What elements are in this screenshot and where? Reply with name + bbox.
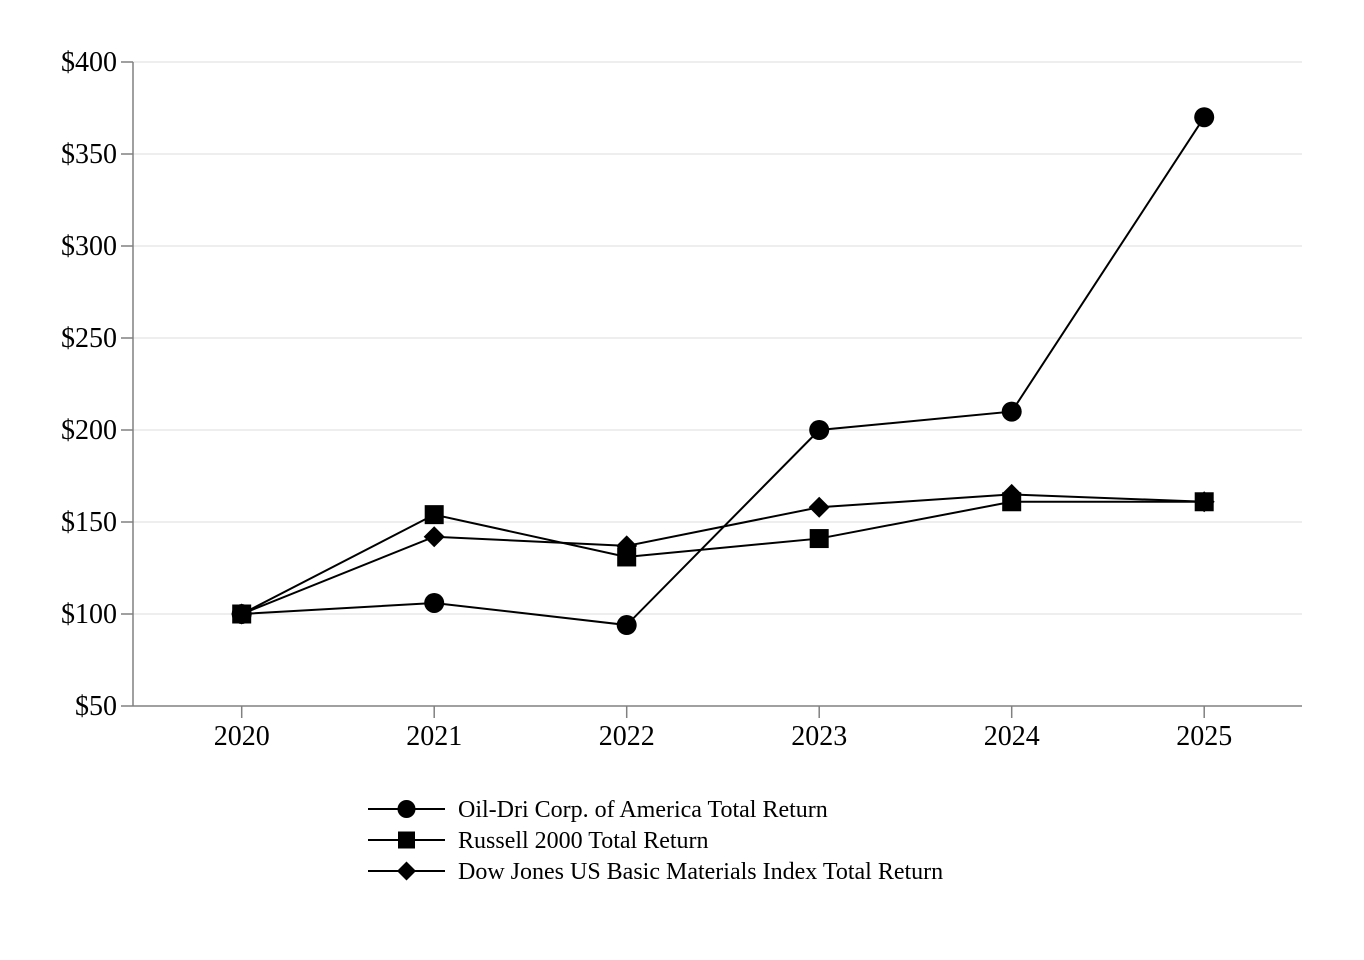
square-data-point-marker	[1002, 492, 1022, 512]
square-data-point-marker	[424, 505, 444, 525]
y-tick-label: $150	[61, 507, 117, 538]
y-tick-label: $300	[61, 231, 117, 262]
legend-label: Russell 2000 Total Return	[458, 828, 709, 854]
y-tick-label: $400	[61, 47, 117, 78]
legend-label: Oil-Dri Corp. of America Total Return	[458, 797, 828, 823]
circle-data-point-marker	[616, 615, 637, 636]
y-tick-label: $350	[61, 139, 117, 170]
x-axis-ticks: 2020 2021 2022 2023 2024 2025	[214, 706, 1232, 752]
square-data-point-marker	[617, 547, 637, 567]
x-tick-label: 2024	[984, 721, 1040, 752]
diamond-data-point-marker	[423, 526, 445, 548]
legend-diamond-icon	[397, 861, 416, 881]
gridlines	[133, 61, 1302, 615]
y-axis-ticks: $50 $100 $150 $200 $250 $300 $350 $400	[61, 47, 133, 722]
circle-data-point-marker	[1001, 401, 1022, 422]
legend: Oil-Dri Corp. of America Total Return Rus…	[368, 797, 943, 885]
diamond-data-point-marker	[808, 496, 830, 518]
legend-item: Dow Jones US Basic Materials Index Total…	[368, 859, 943, 885]
legend-item: Russell 2000 Total Return	[368, 828, 709, 854]
x-tick-label: 2023	[791, 721, 847, 752]
x-tick-label: 2021	[406, 721, 462, 752]
series-line-diamond	[241, 493, 1205, 615]
square-data-point-marker	[232, 604, 252, 624]
circle-data-point-marker	[1194, 107, 1215, 128]
circle-data-point-marker	[809, 420, 830, 440]
series-line-square	[241, 500, 1205, 615]
legend-label: Dow Jones US Basic Materials Index Total…	[458, 859, 943, 885]
legend-item: Oil-Dri Corp. of America Total Return	[368, 797, 828, 823]
x-tick-label: 2022	[599, 721, 655, 752]
y-tick-label: $200	[61, 415, 117, 446]
y-tick-label: $50	[75, 691, 117, 722]
y-tick-label: $250	[61, 323, 117, 354]
square-data-point-marker	[1194, 492, 1214, 512]
legend-circle-icon	[397, 800, 416, 818]
series-square	[232, 492, 1214, 624]
x-tick-label: 2020	[214, 721, 270, 752]
square-data-point-marker	[809, 529, 829, 549]
x-tick-label: 2025	[1176, 721, 1232, 752]
legend-square-icon	[398, 831, 415, 849]
circle-data-point-marker	[424, 592, 445, 613]
y-tick-label: $100	[61, 599, 117, 630]
